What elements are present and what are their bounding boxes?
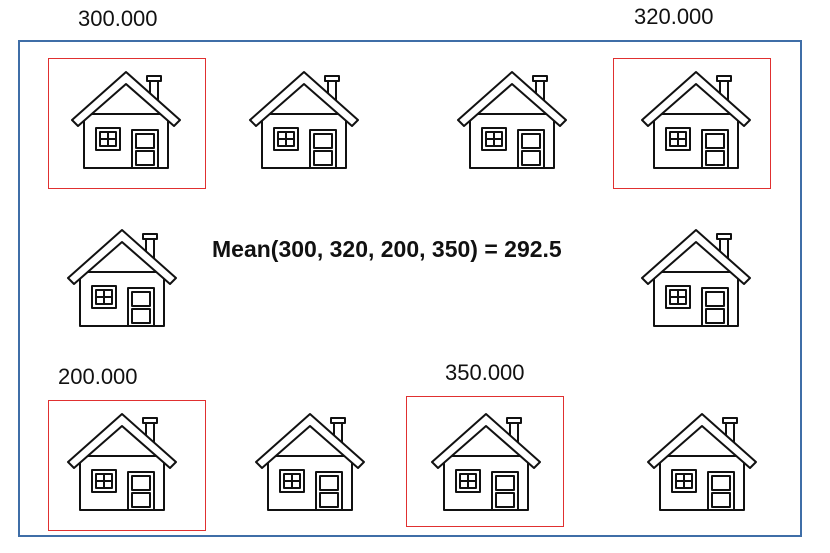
price-label-house-7: 200.000 <box>58 364 138 389</box>
house-icon <box>640 66 752 170</box>
house-icon <box>254 408 366 512</box>
house-icon <box>430 408 542 512</box>
highlight-box-house-1 <box>48 58 206 189</box>
house-icon <box>66 224 178 328</box>
house-icon <box>456 66 568 170</box>
highlight-box-house-9 <box>406 396 564 527</box>
house-icon <box>646 408 758 512</box>
highlight-box-house-7 <box>48 400 206 531</box>
price-label-house-9: 350.000 <box>445 360 525 385</box>
price-label-house-4: 320.000 <box>634 4 714 29</box>
highlight-box-house-4 <box>613 58 771 189</box>
house-icon <box>640 224 752 328</box>
price-label-house-1: 300.000 <box>78 6 158 31</box>
house-icon <box>70 66 182 170</box>
main-frame <box>18 40 802 537</box>
mean-formula: Mean(300, 320, 200, 350) = 292.5 <box>212 236 562 262</box>
house-icon <box>66 408 178 512</box>
house-icon <box>248 66 360 170</box>
